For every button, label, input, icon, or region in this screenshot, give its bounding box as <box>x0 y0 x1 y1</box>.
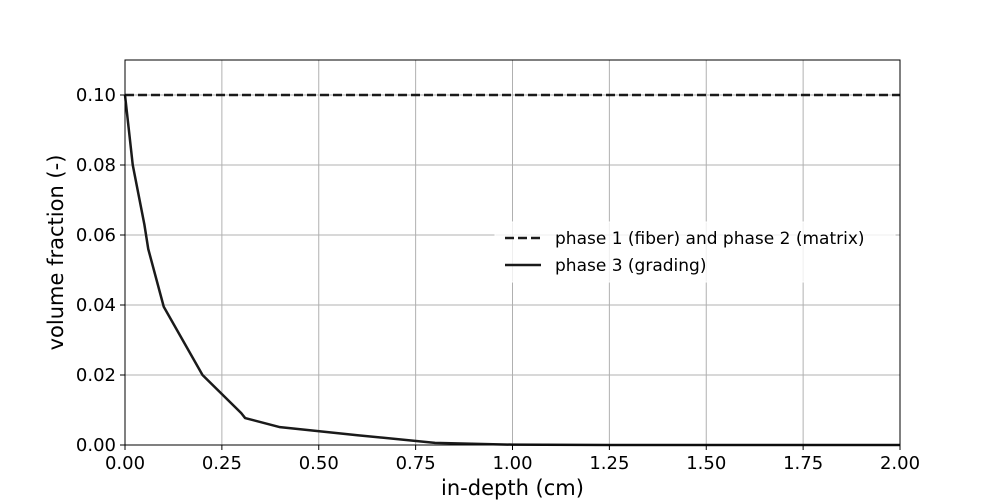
x-tick-label: 0.25 <box>202 453 242 474</box>
y-tick-label: 0.10 <box>76 85 116 106</box>
x-tick-label: 0.00 <box>105 453 145 474</box>
x-tick-label: 0.50 <box>299 453 339 474</box>
x-tick-label: 0.75 <box>396 453 436 474</box>
axis-ticks: 0.00 0.25 0.50 0.75 1.00 1.25 1.50 1.75 2.00 0.00… <box>76 85 920 474</box>
legend-label-phase-1-2: phase 1 (fiber) and phase 2 (matrix) <box>555 229 865 249</box>
x-tick-label: 1.25 <box>589 453 629 474</box>
y-tick-label: 0.04 <box>76 295 116 316</box>
x-tick-label: 1.75 <box>783 453 823 474</box>
legend: phase 1 (fiber) and phase 2 (matrix) pha… <box>494 221 896 283</box>
y-tick-label: 0.06 <box>76 225 116 246</box>
x-axis-title: in-depth (cm) <box>441 476 584 500</box>
y-tick-label: 0.00 <box>76 435 116 456</box>
legend-box <box>494 221 896 283</box>
x-tick-label: 1.00 <box>492 453 532 474</box>
y-axis-title: volume fraction (-) <box>44 155 68 351</box>
y-tick-label: 0.08 <box>76 155 116 176</box>
legend-label-phase-3: phase 3 (grading) <box>555 256 706 276</box>
y-tick-label: 0.02 <box>76 365 116 386</box>
x-tick-label: 2.00 <box>880 453 920 474</box>
x-tick-label: 1.50 <box>686 453 726 474</box>
